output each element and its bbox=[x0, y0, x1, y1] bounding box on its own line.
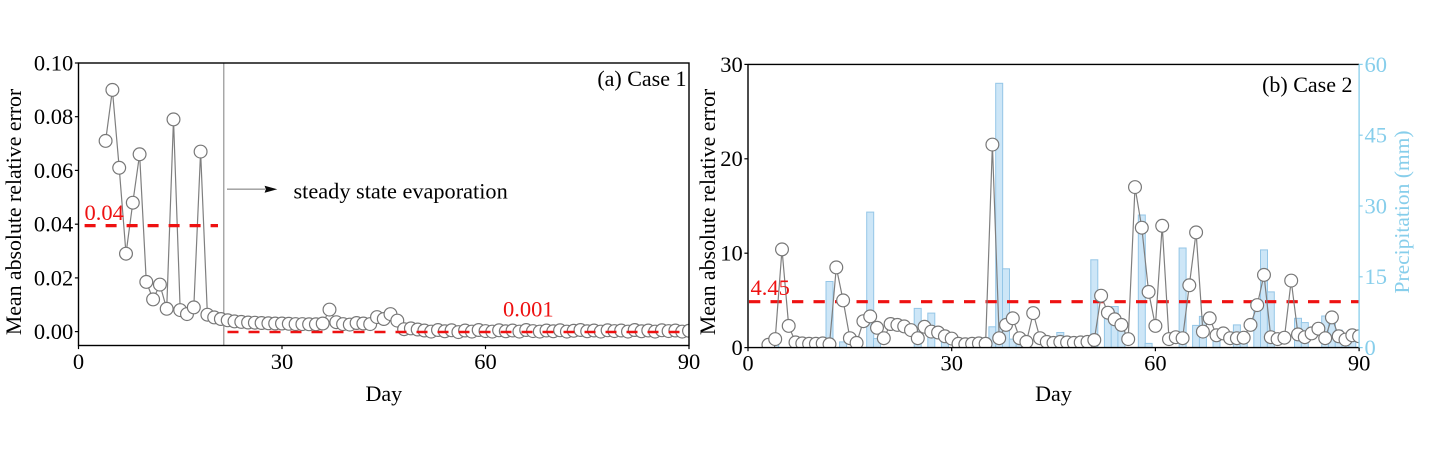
svg-text:0: 0 bbox=[742, 351, 753, 376]
svg-text:(a) Case 1: (a) Case 1 bbox=[597, 66, 686, 91]
svg-text:4.45: 4.45 bbox=[751, 275, 790, 300]
svg-text:Mean absolute relative error: Mean absolute relative error bbox=[2, 88, 26, 335]
svg-text:60: 60 bbox=[1144, 351, 1167, 376]
svg-text:0.10: 0.10 bbox=[34, 50, 73, 75]
svg-text:30: 30 bbox=[1365, 193, 1388, 218]
svg-text:30: 30 bbox=[271, 349, 294, 374]
svg-text:30: 30 bbox=[940, 351, 963, 376]
svg-text:15: 15 bbox=[1365, 264, 1388, 289]
svg-text:0.08: 0.08 bbox=[34, 104, 73, 129]
svg-text:0.04: 0.04 bbox=[34, 212, 73, 237]
svg-text:(b) Case 2: (b) Case 2 bbox=[1262, 72, 1352, 97]
svg-text:Day: Day bbox=[365, 381, 402, 406]
svg-text:0.04: 0.04 bbox=[85, 200, 124, 225]
svg-text:90: 90 bbox=[678, 349, 701, 374]
svg-text:0.00: 0.00 bbox=[34, 319, 73, 344]
svg-text:90: 90 bbox=[1348, 351, 1371, 376]
svg-text:0: 0 bbox=[1365, 335, 1376, 360]
svg-text:45: 45 bbox=[1365, 123, 1388, 148]
svg-text:steady state evaporation: steady state evaporation bbox=[294, 178, 508, 203]
svg-text:0: 0 bbox=[732, 335, 743, 360]
svg-text:0.001: 0.001 bbox=[503, 297, 554, 322]
svg-text:20: 20 bbox=[720, 146, 743, 171]
svg-text:Mean absolute relative error: Mean absolute relative error bbox=[696, 88, 720, 335]
svg-text:Precipitation (mm): Precipitation (mm) bbox=[1390, 130, 1414, 293]
svg-text:60: 60 bbox=[1365, 52, 1388, 77]
svg-text:Day: Day bbox=[1035, 381, 1072, 406]
svg-text:10: 10 bbox=[720, 241, 743, 266]
svg-text:0: 0 bbox=[73, 349, 84, 374]
svg-text:60: 60 bbox=[474, 349, 497, 374]
svg-text:0.06: 0.06 bbox=[34, 158, 73, 183]
svg-text:0.02: 0.02 bbox=[34, 265, 73, 290]
svg-text:30: 30 bbox=[720, 52, 743, 77]
